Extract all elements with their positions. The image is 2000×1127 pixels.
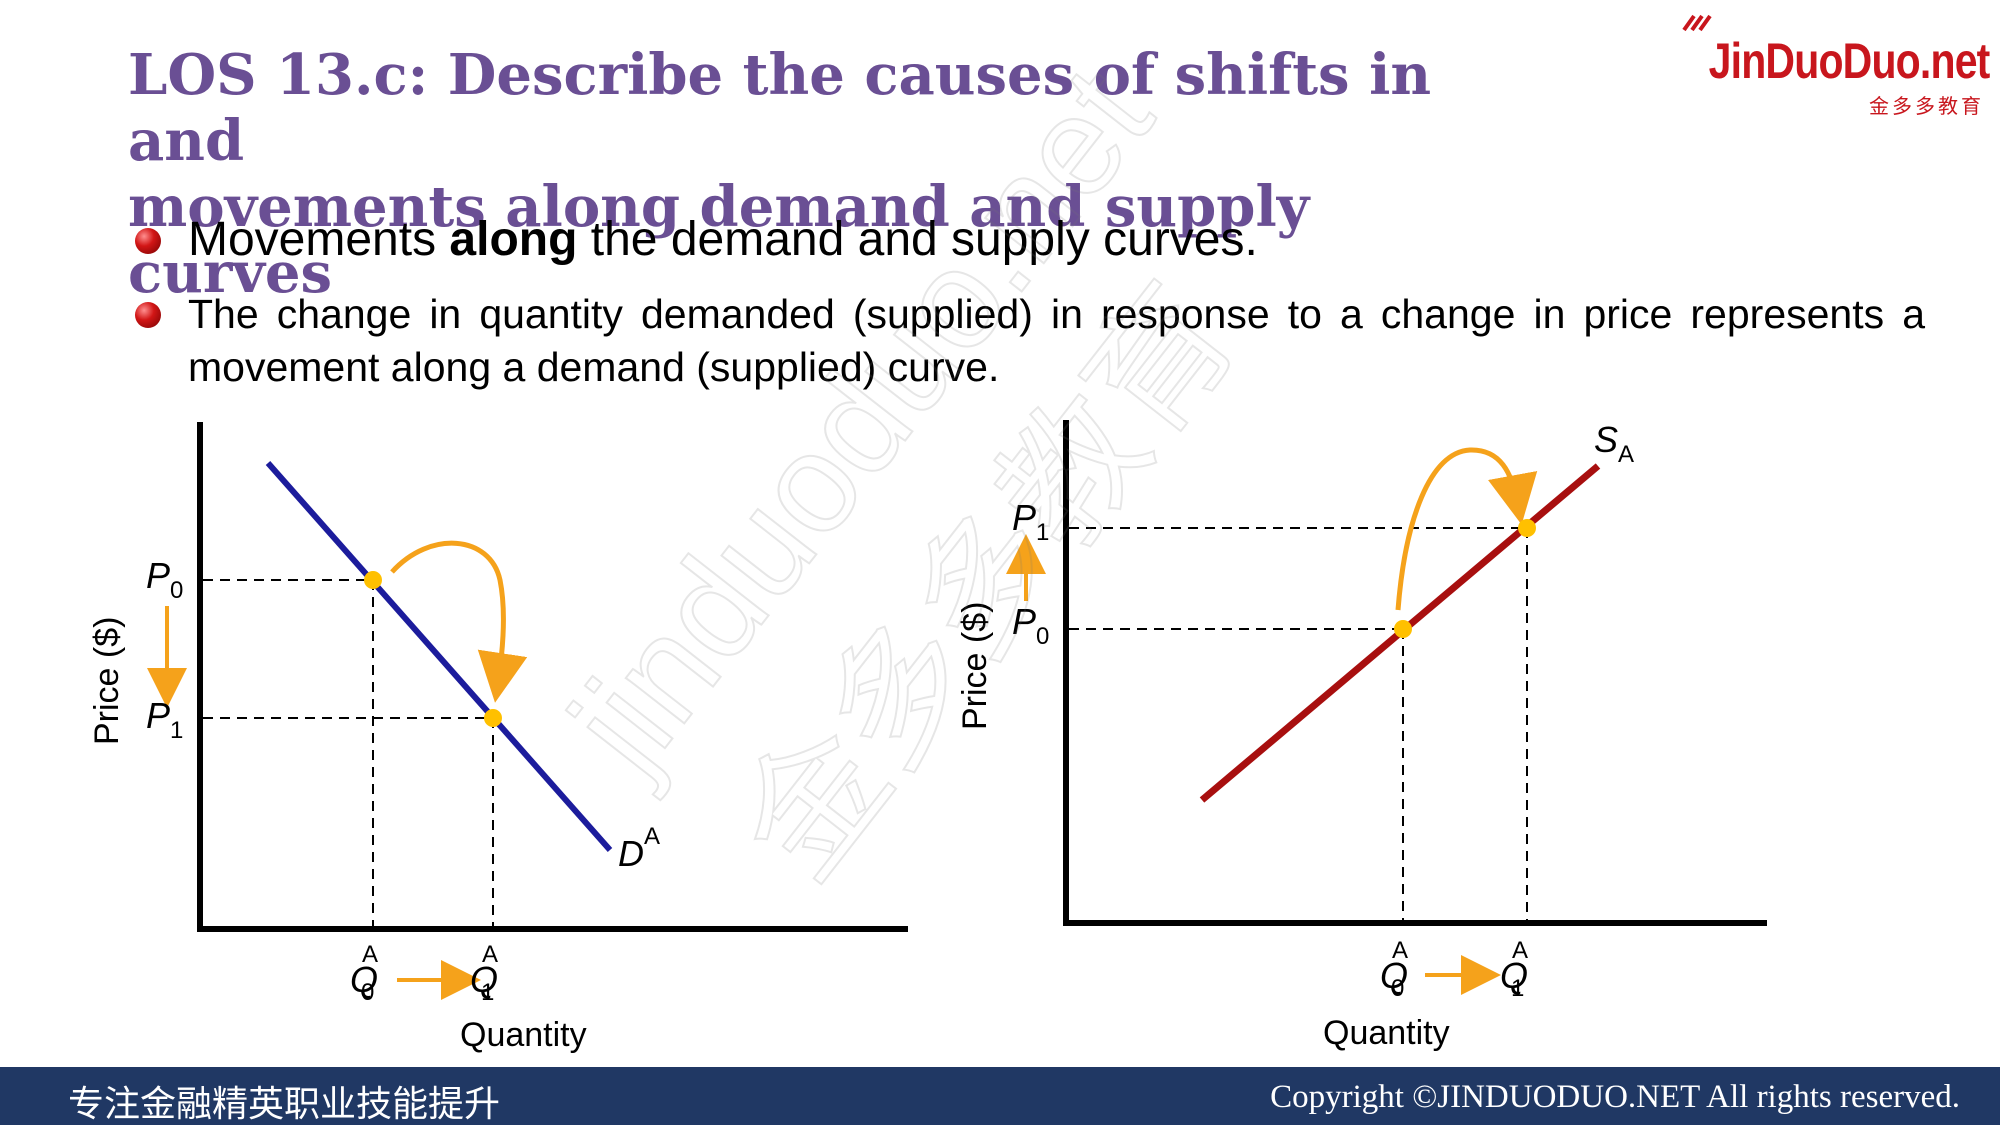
demand-curve-label: DA: [618, 823, 660, 874]
bullet-1-bold: along: [449, 213, 578, 266]
footer-slogan: 专注金融精英职业技能提升: [68, 1084, 501, 1125]
demand-point-p1: [484, 709, 502, 727]
supply-x-label: Quantity: [1323, 1014, 1450, 1052]
logo-wordmark: JinDuoDuo.net: [1709, 33, 1991, 89]
demand-curve: [265, 461, 613, 852]
bullet-price-change: The change in quantity demanded (supplie…: [135, 288, 1925, 394]
bullet-dot-icon: [135, 228, 161, 254]
demand-q0-label: QA 0: [350, 941, 378, 1006]
demand-p0-label: P0: [146, 555, 183, 604]
supply-movement-arrow: [1395, 447, 1538, 611]
bullet-1-post: the demand and supply curves.: [577, 213, 1258, 266]
bullet-movements-along: Movements along the demand and supply cu…: [135, 208, 1925, 272]
supply-curve-label: SA: [1594, 419, 1634, 468]
supply-point-p0: [1394, 620, 1412, 638]
supply-p0-label: P0: [1012, 601, 1049, 650]
supply-point-p1: [1518, 519, 1536, 537]
supply-y-label: Price ($): [956, 602, 994, 730]
demand-p1-label: P1: [146, 695, 183, 744]
title-line-1: LOS 13.c: Describe the causes of shifts …: [128, 42, 1432, 174]
demand-y-label: Price ($): [88, 617, 126, 745]
slide-title: LOS 13.c: Describe the causes of shifts …: [128, 42, 1468, 306]
demand-chart: Price ($) Quantity P0 P1 QA 0 QA 1 DA: [88, 422, 908, 1054]
bullet-list: Movements along the demand and supply cu…: [135, 208, 1925, 394]
demand-x-label: Quantity: [460, 1016, 587, 1054]
bullet-1-pre: Movements: [188, 213, 450, 266]
supply-q1-label: QA 1: [1500, 937, 1528, 1002]
supply-q0-label: QA 0: [1380, 937, 1408, 1002]
bullet-2-text: The change in quantity demanded (supplie…: [188, 291, 1925, 390]
logo-stripes-icon: [1682, 14, 1712, 32]
footer-copyright: Copyright ©JINDUODUO.NET All rights rese…: [1270, 1079, 1960, 1115]
supply-chart: Price ($) Quantity P1 P0 QA 0 QA 1 SA: [956, 419, 1767, 1052]
diagram-area: Price ($) Quantity P0 P1 QA 0 QA 1 DA Pric…: [88, 419, 1767, 1054]
brand-logo: JinDuoDuo.net 金多多教育: [1640, 12, 1991, 118]
footer-bar: 专注金融精英职业技能提升 Copyright ©JINDUODUO.NET Al…: [0, 1067, 2000, 1125]
title-line-2: movements along demand and supply curves: [128, 174, 1310, 306]
logo-subtitle: 金多多教育: [1869, 94, 1984, 118]
demand-point-p0: [364, 571, 382, 589]
supply-p1-label: P1: [1012, 497, 1049, 546]
demand-q1-label: QA 1: [470, 941, 498, 1006]
bullet-dot-icon: [135, 302, 161, 328]
demand-movement-arrow: [390, 540, 528, 703]
